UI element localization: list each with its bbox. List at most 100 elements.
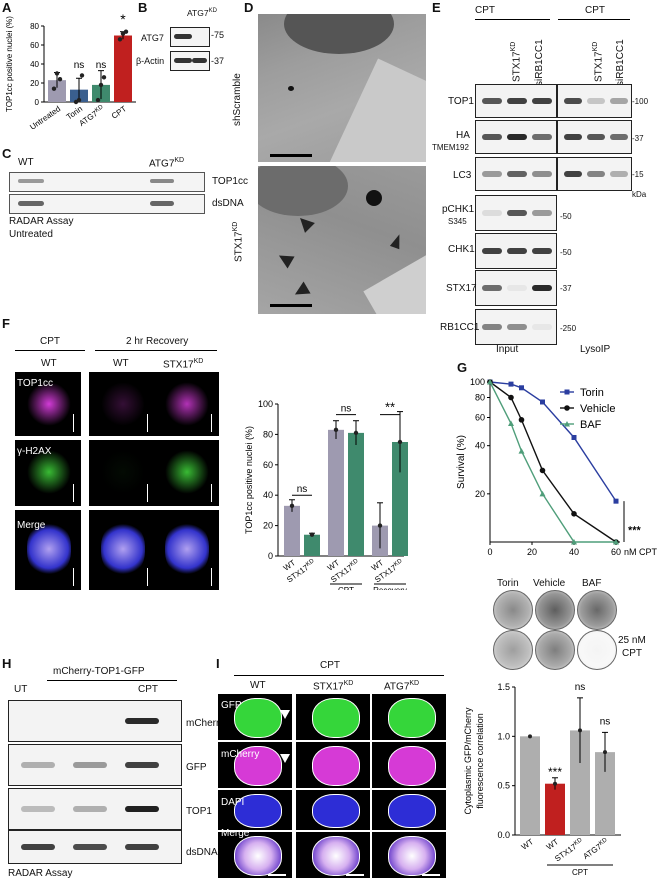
f-star: ** xyxy=(385,400,395,415)
f-point xyxy=(289,503,295,509)
g-ytick-label: 60 xyxy=(475,412,485,422)
e-blot-input xyxy=(475,233,557,269)
g-legend-label: BAF xyxy=(580,419,602,431)
f-micrograph xyxy=(153,372,219,436)
g-point-baf xyxy=(487,379,493,385)
f-ns1: ns xyxy=(297,484,308,495)
f-micrograph xyxy=(89,510,155,590)
e-band xyxy=(532,210,552,216)
e-kda: kDa xyxy=(632,190,647,199)
e-band xyxy=(532,134,552,140)
e-blot-input xyxy=(475,120,557,154)
f-nucleus xyxy=(27,450,71,494)
b-mw1: -75 xyxy=(211,30,225,40)
e-band xyxy=(507,324,527,330)
i-micrograph xyxy=(218,694,292,740)
b-row1-label: ATG7 xyxy=(141,33,164,43)
e-mw-50b: -50 xyxy=(560,248,572,257)
h-row2: GFP xyxy=(186,762,207,773)
panel-label-b: B xyxy=(138,0,148,15)
d-em-shscramble xyxy=(258,14,426,162)
i-col-stx: STX17KD xyxy=(313,680,354,693)
e-band xyxy=(564,134,582,140)
c-atg7: ATG7KD xyxy=(149,157,185,170)
panel-label-c: C xyxy=(2,146,12,161)
f-ytick-label: 60 xyxy=(263,460,273,470)
e-blot-lysoip xyxy=(557,120,632,154)
e-row-tmem: TMEM192 xyxy=(432,143,469,152)
g-plates-cpt1: 25 nM xyxy=(618,635,646,646)
f-bar xyxy=(328,429,344,556)
f-ylabel: TOP1cc positive nuclei (%) xyxy=(244,426,254,534)
f-line-rec xyxy=(95,350,217,351)
i-nucleus xyxy=(234,836,282,876)
e-row-s345: S345 xyxy=(448,217,467,226)
i-bar xyxy=(570,730,590,835)
e-band xyxy=(532,285,552,291)
i-point xyxy=(553,781,557,786)
f-scalebar xyxy=(211,568,212,586)
i-micrograph xyxy=(372,742,446,788)
a-ytick-label: 40 xyxy=(30,60,39,69)
h-row1: mCherry xyxy=(186,718,225,729)
g-line-vehicle xyxy=(489,381,617,543)
e-lysoip: LysoIP xyxy=(580,344,611,355)
g-point-vehicle xyxy=(571,511,577,517)
g-stars2: *** xyxy=(628,525,642,537)
a-point xyxy=(123,29,129,34)
panel-label-a: A xyxy=(2,0,12,15)
g-point-torin xyxy=(613,498,619,504)
i-micrograph xyxy=(296,790,370,830)
h-band xyxy=(125,844,159,850)
e-blot-lysoip xyxy=(557,157,632,191)
i-ns1: ns xyxy=(575,682,586,693)
e-band xyxy=(564,98,582,104)
e-cpt2: CPT xyxy=(585,5,605,16)
i-scalebar xyxy=(268,874,286,876)
f-micrograph xyxy=(153,510,219,590)
e-row-pchk1: pCHK1 xyxy=(442,204,475,215)
g-xtick-label: 20 xyxy=(527,547,537,557)
a-star: * xyxy=(120,11,126,27)
a-point xyxy=(76,97,82,103)
f-bar xyxy=(392,442,408,556)
i-ylabel1: Cytoplasmic GFP/mCherry xyxy=(463,707,473,815)
i-micrograph xyxy=(218,742,292,788)
f-ytick-label: 0 xyxy=(268,551,273,561)
h-band xyxy=(125,718,159,724)
e-blot-input xyxy=(475,157,557,191)
i-micrograph xyxy=(296,694,370,740)
i-nucleus xyxy=(234,698,282,738)
g-colony-plate xyxy=(535,630,575,670)
f-ns2: ns xyxy=(341,404,352,415)
i-bar xyxy=(595,752,615,835)
e-mw-250: -250 xyxy=(560,324,577,333)
e-mw-100: -100 xyxy=(632,97,649,106)
g-line-baf xyxy=(489,381,616,543)
i-nucleus xyxy=(234,794,282,828)
i-cpt: CPT xyxy=(320,660,340,671)
f-grp-rec: Recovery xyxy=(373,586,407,590)
i-ytick-label: 0.5 xyxy=(497,781,510,791)
g-colony-plate xyxy=(577,630,617,670)
panel-label-e: E xyxy=(432,0,441,15)
e-input: Input xyxy=(496,344,519,355)
panel-label-g: G xyxy=(457,360,468,375)
i-micrograph xyxy=(372,694,446,740)
f-bar xyxy=(284,505,300,556)
a-ytick-label: 80 xyxy=(30,22,39,31)
i-micrograph xyxy=(372,790,446,830)
g-legend-marker xyxy=(564,389,570,395)
e-col2a: STX17KD xyxy=(592,41,605,82)
f-bar xyxy=(348,432,364,556)
a-bar xyxy=(48,80,66,102)
i-stars: *** xyxy=(548,765,562,779)
g-legend-marker xyxy=(564,421,570,427)
i-col-wt: WT xyxy=(250,680,266,691)
i-ytick-label: 1.0 xyxy=(497,731,510,741)
i-micrograph xyxy=(218,790,292,830)
h-blot xyxy=(8,700,182,742)
h-band xyxy=(21,806,55,812)
g-xtick-label: 40 xyxy=(569,547,579,557)
f-micrograph xyxy=(153,440,219,506)
